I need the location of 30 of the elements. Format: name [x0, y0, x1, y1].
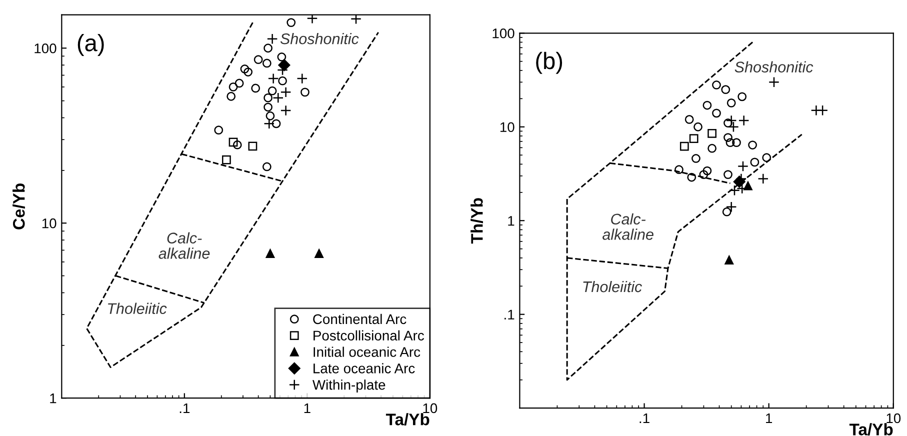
legend-label: Continental Arc	[313, 314, 406, 324]
x-tick-label: .1	[180, 403, 190, 413]
y-tick-label: 1	[508, 216, 514, 226]
legend-label: Within-plate	[312, 380, 386, 393]
y-tick-label: 1	[50, 394, 56, 404]
y-axis-title: Th/Yb	[470, 198, 483, 244]
annotation: Tholeiitic	[583, 280, 642, 292]
x-tick-label: .1	[640, 413, 650, 424]
legend-label: Initial oceanic Arc	[314, 346, 420, 357]
text: (a)	[78, 34, 104, 56]
annotation: Calc- alkaline	[158, 232, 210, 259]
legend-label: Late oceanic Arc	[314, 363, 415, 374]
x-axis-title: Ta/Yb	[386, 413, 430, 426]
x-tick-label: 1	[766, 413, 772, 424]
x-tick-label: 10	[423, 403, 438, 414]
annotation: Shoshonitic	[734, 61, 814, 72]
y-tick-label: 100	[34, 43, 56, 54]
annotation: Calc- alkaline	[602, 213, 654, 240]
text: (b)	[536, 52, 562, 74]
legend-label: Postcollisional Arc	[314, 330, 424, 341]
x-tick-label: 1	[304, 403, 310, 413]
y-tick-label: .1	[504, 310, 514, 320]
x-axis-title: Ta/Yb	[849, 423, 893, 436]
y-tick-label: 100	[492, 28, 514, 38]
y-tick-label: 10	[42, 218, 56, 228]
x-tick-label: 10	[886, 413, 901, 424]
annotation: Tholeiitic	[108, 302, 167, 314]
y-tick-label: 10	[500, 122, 514, 132]
y-axis-title: Ce/Yb	[12, 184, 25, 230]
annotation: Shoshonitic	[280, 32, 359, 44]
